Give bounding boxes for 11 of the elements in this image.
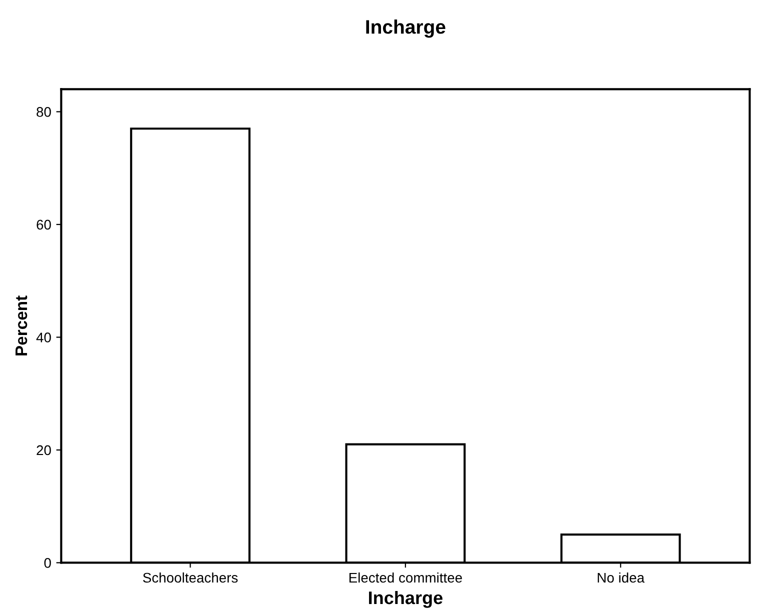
y-axis-title: Percent <box>16 296 28 356</box>
y-tick-label: 40 <box>36 332 51 342</box>
y-tick-label: 60 <box>36 220 51 230</box>
x-axis-title: Incharge <box>369 590 442 608</box>
x-tick-label: Elected committee <box>349 572 462 583</box>
y-tick-label: 80 <box>36 107 51 117</box>
y-tick-label: 0 <box>44 558 51 568</box>
y-tick-label: 20 <box>36 445 51 456</box>
x-tick-label: Schoolteachers <box>143 572 238 583</box>
chart-title: Incharge <box>366 20 446 38</box>
x-tick-label: No idea <box>598 572 645 583</box>
